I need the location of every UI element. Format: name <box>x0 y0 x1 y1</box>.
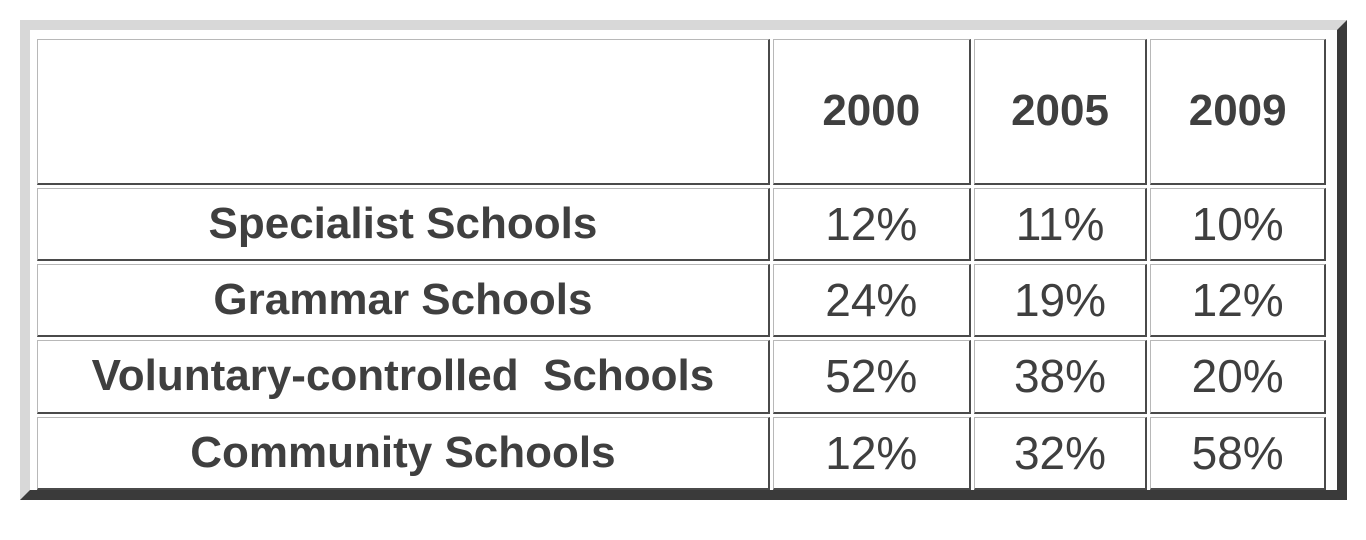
row-label: Specialist Schools <box>37 187 770 261</box>
column-header-2000: 2000 <box>772 39 971 185</box>
row-label: Community Schools <box>37 416 770 490</box>
value-cell: 38% <box>973 340 1148 414</box>
value-cell: 10% <box>1150 187 1326 261</box>
data-table: 2000 2005 2009 Specialist Schools 12% 11… <box>34 36 1329 493</box>
value-cell: 20% <box>1150 340 1326 414</box>
value-cell: 52% <box>772 340 971 414</box>
column-header-2009: 2009 <box>1150 39 1326 185</box>
value-cell: 11% <box>973 187 1148 261</box>
value-cell: 24% <box>772 263 971 338</box>
value-cell: 12% <box>1150 263 1326 338</box>
table-row-grammar-schools: Grammar Schools 24% 19% 12% <box>37 263 1326 338</box>
row-label: Voluntary-controlled Schools <box>37 340 770 414</box>
value-cell: 32% <box>973 416 1148 490</box>
value-cell: 58% <box>1150 416 1326 490</box>
row-label: Grammar Schools <box>37 263 770 338</box>
value-cell: 12% <box>772 187 971 261</box>
table-row-specialist-schools: Specialist Schools 12% 11% 10% <box>37 187 1326 261</box>
header-row: 2000 2005 2009 <box>37 39 1326 185</box>
column-header-2005: 2005 <box>973 39 1148 185</box>
value-cell: 19% <box>973 263 1148 338</box>
header-corner-cell <box>37 39 770 185</box>
table-row-voluntary-controlled-schools: Voluntary-controlled Schools 52% 38% 20% <box>37 340 1326 414</box>
value-cell: 12% <box>772 416 971 490</box>
table-row-community-schools: Community Schools 12% 32% 58% <box>37 416 1326 490</box>
table-frame: 2000 2005 2009 Specialist Schools 12% 11… <box>20 20 1347 500</box>
